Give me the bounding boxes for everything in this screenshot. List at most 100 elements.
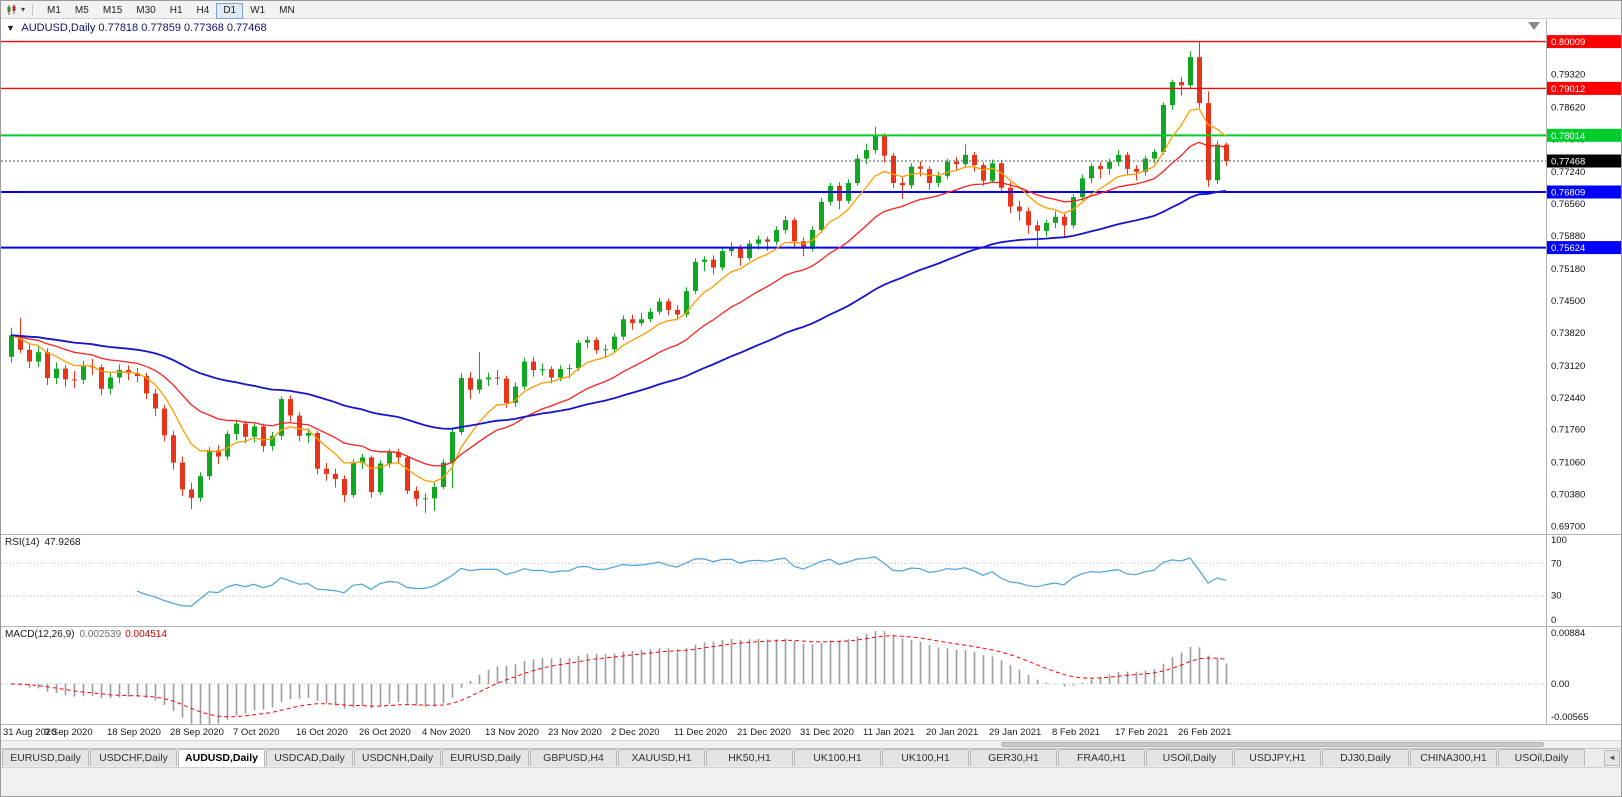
chart-tab[interactable]: UK100,H1 — [794, 749, 881, 766]
timeframe-button-d1[interactable]: D1 — [216, 3, 244, 19]
y-axis-label: 0.79320 — [1551, 69, 1585, 80]
rsi-axis-label: 100 — [1551, 535, 1567, 546]
level-price-badge-text: 0.75624 — [1551, 243, 1585, 254]
chart-tab[interactable]: USDCNH,Daily — [354, 749, 441, 766]
chart-tab[interactable]: GER30,H1 — [970, 749, 1057, 766]
y-axis-label: 0.78620 — [1551, 102, 1585, 113]
y-axis-label: 0.71760 — [1551, 425, 1585, 436]
current-price-badge-text: 0.77468 — [1551, 157, 1585, 168]
price-chart-svg[interactable]: 0.793200.786200.779400.772400.765600.758… — [1, 19, 1622, 534]
macd-axis-label: 0.00 — [1551, 679, 1570, 690]
one-click-trading-icon[interactable]: ▼ — [6, 23, 15, 33]
y-axis-label: 0.73820 — [1551, 328, 1585, 339]
macd-name: MACD(12,26,9) — [5, 629, 75, 640]
chart-type-icon[interactable] — [5, 4, 19, 16]
chart-tab[interactable]: HK50,H1 — [706, 749, 793, 766]
chart-tab[interactable]: USOil,Daily — [1498, 749, 1585, 766]
timeframe-button-h1[interactable]: H1 — [163, 3, 190, 19]
chart-shift-marker-icon[interactable] — [1528, 22, 1540, 30]
timeframe-button-w1[interactable]: W1 — [243, 3, 272, 19]
tab-scroll-left-button[interactable]: ◄ — [1604, 750, 1620, 766]
macd-chart-svg[interactable]: 0.00884 0.00 -0.00565 — [1, 627, 1622, 724]
timeframe-button-m15[interactable]: M15 — [96, 3, 129, 19]
macd-main-value: 0.002539 — [79, 629, 122, 640]
level-price-badge — [1547, 185, 1621, 199]
chart-title: ▼ AUDUSD,Daily 0.77818 0.77859 0.77368 0… — [6, 22, 267, 34]
moving-average-line-ma-slow — [10, 190, 1227, 430]
chart-type-caret-icon[interactable]: ▾ — [21, 4, 26, 14]
date-label: 16 Oct 2020 — [296, 727, 348, 738]
date-label: 2 Dec 2020 — [611, 727, 660, 738]
timeframe-group: M1 M5 M15 M30 H1 H4 D1 W1 MN — [40, 1, 302, 19]
date-label: 17 Feb 2021 — [1115, 727, 1169, 738]
y-axis-label: 0.70380 — [1551, 490, 1585, 501]
timeframe-button-mn[interactable]: MN — [272, 3, 302, 19]
date-label: 31 Dec 2020 — [800, 727, 854, 738]
horizontal-scrollbar[interactable] — [1, 740, 1621, 748]
macd-axis-label: -0.00565 — [1551, 712, 1589, 723]
y-axis-label: 0.75180 — [1551, 264, 1585, 275]
rsi-chart-svg[interactable]: 100 70 30 0 — [1, 535, 1622, 626]
level-price-badge-text: 0.80009 — [1551, 37, 1585, 48]
chart-tab[interactable]: USDCAD,Daily — [266, 749, 353, 766]
y-axis-label: 0.72440 — [1551, 393, 1585, 404]
date-label: 9 Sep 2020 — [44, 727, 93, 738]
rsi-axis-label: 70 — [1551, 558, 1562, 569]
date-label: 7 Oct 2020 — [233, 727, 280, 738]
tabs-container: EURUSD,Daily USDCHF,Daily AUDUSD,Daily USDC… — [1, 749, 1603, 767]
y-axis-label: 0.74500 — [1551, 296, 1585, 307]
y-axis-label: 0.71060 — [1551, 458, 1585, 469]
chart-tab-bar: EURUSD,Daily USDCHF,Daily AUDUSD,Daily USDC… — [1, 748, 1621, 767]
macd-axis-label: 0.00884 — [1551, 628, 1585, 639]
timeframe-button-m5[interactable]: M5 — [68, 3, 96, 19]
chart-tab[interactable]: EURUSD,Daily — [2, 749, 89, 766]
price-panel[interactable]: ▼ AUDUSD,Daily 0.77818 0.77859 0.77368 0… — [1, 19, 1621, 534]
y-axis-label: 0.69700 — [1551, 522, 1585, 533]
level-price-badge — [1547, 128, 1621, 142]
chart-tab[interactable]: USDCHF,Daily — [90, 749, 177, 766]
toolbar-separator — [32, 3, 34, 16]
rsi-axis-label: 0 — [1551, 615, 1556, 626]
rsi-axis-label: 30 — [1551, 591, 1562, 602]
date-label: 13 Nov 2020 — [485, 727, 539, 738]
chart-tab[interactable]: USOil,Daily — [1146, 749, 1233, 766]
candles — [9, 41, 1229, 513]
date-label: 21 Dec 2020 — [737, 727, 791, 738]
chart-tab[interactable]: AUDUSD,Daily — [178, 749, 265, 767]
level-price-badge-text: 0.79012 — [1551, 84, 1585, 95]
chart-tab[interactable]: XAUUSD,H1 — [618, 749, 705, 766]
rsi-name: RSI(14) — [5, 537, 40, 548]
date-label: 4 Nov 2020 — [422, 727, 471, 738]
date-label: 28 Sep 2020 — [170, 727, 224, 738]
level-price-badge — [1547, 81, 1621, 95]
date-label: 23 Nov 2020 — [548, 727, 602, 738]
date-label: 29 Jan 2021 — [989, 727, 1042, 738]
date-label: 26 Feb 2021 — [1178, 727, 1232, 738]
y-axis-label: 0.77240 — [1551, 167, 1585, 178]
chart-tab[interactable]: USDJPY,H1 — [1234, 749, 1321, 766]
chart-tab[interactable]: DJ30,Daily — [1322, 749, 1409, 766]
chart-tab[interactable]: UK100,H1 — [882, 749, 969, 766]
chart-tab[interactable]: GBPUSD,H4 — [530, 749, 617, 766]
rsi-panel[interactable]: RSI(14) 47.9268 100 70 30 0 — [1, 534, 1621, 626]
date-label: 8 Feb 2021 — [1052, 727, 1101, 738]
scrollbar-thumb[interactable] — [1001, 742, 1544, 747]
timeframe-button-m1[interactable]: M1 — [40, 3, 68, 19]
chart-tab[interactable]: EURUSD,Daily — [442, 749, 529, 766]
toolbar: ▾ M1 M5 M15 M30 H1 H4 D1 W1 MN — [1, 1, 1621, 19]
date-label: 26 Oct 2020 — [359, 727, 411, 738]
level-price-badge-text: 0.78014 — [1551, 131, 1585, 142]
y-axis-label: 0.75880 — [1551, 231, 1585, 242]
status-bar — [1, 767, 1621, 796]
chart-tab[interactable]: FRA40,H1 — [1058, 749, 1145, 766]
chart-tab[interactable]: CHINA300,H1 — [1410, 749, 1497, 766]
moving-average-line-ma-mid — [10, 141, 1227, 467]
timeframe-button-m30[interactable]: M30 — [129, 3, 162, 19]
date-label: 31 Aug 2020 — [3, 727, 57, 738]
level-price-badge — [1547, 35, 1621, 49]
timeframe-button-h4[interactable]: H4 — [190, 3, 217, 19]
date-label: 18 Sep 2020 — [107, 727, 161, 738]
macd-signal-value: 0.004514 — [125, 629, 167, 640]
macd-panel[interactable]: MACD(12,26,9) 0.002539 0.004514 0.00884 0.0… — [1, 626, 1621, 724]
